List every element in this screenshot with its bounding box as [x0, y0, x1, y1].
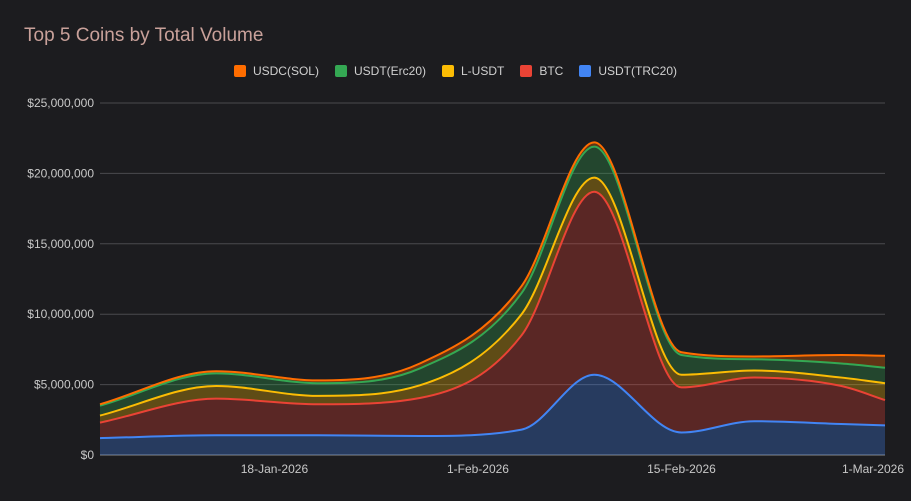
y-tick-label: $0 [81, 448, 95, 462]
area-l-usdt [100, 177, 885, 423]
y-tick-label: $20,000,000 [27, 166, 94, 180]
legend-item[interactable]: BTC [520, 64, 563, 78]
x-axis: 18-Jan-2026 1-Feb-2026 15-Feb-2026 1-Mar-20… [241, 462, 905, 476]
area-usdt-erc20 [100, 146, 885, 416]
legend-swatch [520, 65, 533, 77]
y-tick-label: $15,000,000 [27, 237, 94, 251]
x-tick-label: 1-Feb-2026 [447, 462, 509, 476]
legend-item[interactable]: L-USDT [442, 64, 504, 78]
legend-swatch [579, 65, 592, 77]
legend-item[interactable]: USDC(SOL) [233, 64, 319, 78]
chart-title: Top 5 Coins by Total Volume [24, 25, 264, 46]
legend-swatch [334, 65, 347, 77]
legend-label: USDT(Erc20) [353, 64, 426, 78]
line-usdc-sol [99, 141, 886, 406]
line-l-usdt [99, 176, 886, 417]
area-usdt-trc20 [100, 374, 885, 455]
area-series [100, 142, 885, 455]
legend-label: L-USDT [461, 64, 505, 78]
legend-swatch [442, 65, 454, 77]
chart-legend: USDC(SOL) USDT(Erc20) L-USDT BTC USDT(TRC20) [0, 64, 911, 78]
line-btc [99, 190, 886, 424]
legend-label: USDT(TRC20) [598, 64, 678, 78]
legend-swatch [233, 65, 246, 77]
line-usdt-erc20 [99, 145, 886, 407]
grid-lines [100, 102, 885, 456]
x-tick-label: 15-Feb-2026 [647, 462, 716, 476]
legend-item[interactable]: USDT(TRC20) [579, 64, 677, 78]
x-tick-label: 1-Mar-2026 [842, 462, 904, 476]
area-btc [100, 191, 885, 439]
legend-item[interactable]: USDT(Erc20) [334, 64, 426, 78]
x-tick-label: 18-Jan-2026 [241, 462, 309, 476]
line-usdt-trc20 [99, 373, 886, 440]
y-tick-label: $25,000,000 [27, 96, 94, 110]
y-axis: $0 $5,000,000 $10,000,000 $15,000,000 $20,00… [27, 96, 94, 462]
legend-label: BTC [539, 64, 564, 78]
y-tick-label: $5,000,000 [34, 378, 94, 392]
legend-label: USDC(SOL) [252, 64, 319, 78]
series-lines [99, 141, 886, 440]
y-tick-label: $10,000,000 [27, 307, 94, 321]
